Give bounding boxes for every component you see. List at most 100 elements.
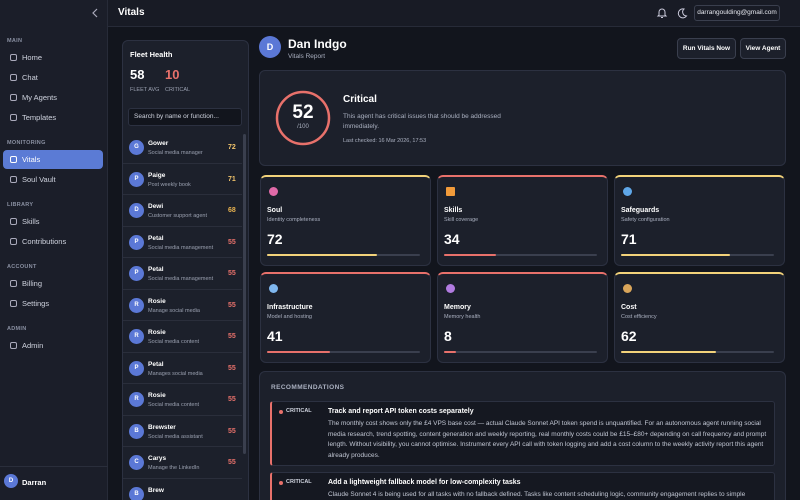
- nav-icon: [10, 54, 17, 61]
- metric-value: 72: [267, 231, 283, 247]
- agent-name: Rosie: [148, 297, 166, 305]
- nav-icon: [10, 176, 17, 183]
- metric-subtitle: Model and hosting: [267, 314, 312, 320]
- agent-score: 55: [228, 364, 236, 372]
- agent-score: 55: [228, 270, 236, 277]
- recommendation: [270, 401, 775, 466]
- score-value: 52: [292, 102, 314, 123]
- agent-row[interactable]: [123, 164, 242, 195]
- nav-item[interactable]: Chat: [22, 73, 38, 82]
- agent-row[interactable]: [123, 227, 242, 258]
- agent-score: 72: [228, 144, 236, 151]
- nav-icon: [10, 218, 17, 225]
- nav-item[interactable]: Soul Vault: [22, 175, 56, 184]
- agent-avatar: B: [129, 486, 144, 500]
- metric-name: Skills: [444, 207, 463, 214]
- agent-name: Brewster: [148, 423, 176, 431]
- metric-name: Cost: [621, 304, 637, 311]
- agent-row[interactable]: [123, 258, 242, 290]
- nav-item[interactable]: Settings: [22, 299, 50, 308]
- agent-row[interactable]: [123, 132, 242, 164]
- account-menu[interactable]: darrangoulding@gmail.com: [694, 5, 780, 21]
- agent-score: 55: [228, 301, 236, 309]
- nav-item[interactable]: My Agents: [22, 93, 58, 102]
- nav-icon: [10, 342, 17, 349]
- action-button[interactable]: Run Vitals Now: [677, 38, 736, 59]
- agent-row[interactable]: [123, 416, 242, 447]
- search-input[interactable]: Search by name or function...: [128, 108, 242, 126]
- agent-name: Rosie: [148, 329, 166, 336]
- metric-card: [614, 272, 785, 363]
- metric-icon: [446, 187, 455, 196]
- nav-item[interactable]: Billing: [22, 279, 43, 288]
- nav-item[interactable]: Skills: [22, 217, 40, 226]
- user-avatar: D: [4, 474, 18, 488]
- agent-score: 55: [228, 459, 236, 466]
- fleet-critical-label: CRITICAL: [165, 87, 191, 93]
- nav-icon: [10, 114, 17, 121]
- recommendation-body: Claude Sonnet 4 is being used for all ta…: [328, 491, 746, 498]
- fleet-title: Fleet Health: [130, 50, 173, 59]
- nav-icon: [10, 238, 17, 245]
- nav-item[interactable]: Vitals: [22, 155, 41, 164]
- agent-name: Rosie: [148, 392, 166, 399]
- agent-role: Social media content: [148, 339, 200, 345]
- metric-subtitle: Cost efficiency: [621, 314, 657, 320]
- metric-card: [260, 272, 431, 363]
- severity: CRITICAL: [286, 408, 312, 414]
- metric-value: 71: [621, 231, 637, 247]
- agent-score: 55: [228, 427, 236, 435]
- agent-avatar: P: [129, 171, 144, 187]
- agent-name: Gower: [148, 140, 169, 147]
- agent-name: Carys: [148, 455, 167, 462]
- collapse-icon[interactable]: [90, 7, 100, 19]
- nav-heading: MAIN: [7, 38, 23, 44]
- metric-track: [444, 254, 597, 256]
- nav-icon: [10, 300, 17, 307]
- status: Critical: [343, 94, 377, 105]
- recommendation-body: The monthly cost shows only the £4 VPS b…: [328, 420, 767, 459]
- nav-item[interactable]: Admin: [22, 341, 44, 350]
- agent-row[interactable]: [123, 321, 242, 353]
- bell-icon[interactable]: [656, 7, 668, 19]
- severity-dot: [279, 481, 283, 485]
- status-description: This agent has critical issues that shou…: [343, 113, 501, 130]
- sidebar: [0, 0, 108, 500]
- action-button[interactable]: View Agent: [740, 38, 786, 59]
- metric-bar: [444, 254, 497, 256]
- agent-role: Manage the LinkedIn: [148, 465, 200, 471]
- agent-avatar: D: [129, 203, 144, 218]
- metric-card: [437, 175, 608, 266]
- agent-score: 68: [228, 207, 236, 214]
- agent-row[interactable]: [123, 384, 242, 416]
- agent-name: Brew: [148, 486, 164, 494]
- theme-icon[interactable]: [676, 7, 688, 19]
- metric-track: [444, 351, 597, 353]
- agent-name: Petal: [148, 360, 164, 368]
- sidebar-divider: [0, 466, 108, 467]
- nav-item[interactable]: Templates: [22, 113, 57, 122]
- agent-role: Post weekly book: [148, 181, 191, 188]
- agent-role: Social media content: [148, 402, 200, 408]
- user-name: Darran: [22, 478, 47, 487]
- metric-value: 62: [621, 328, 637, 344]
- agent-row[interactable]: [123, 447, 242, 479]
- metric-icon: [446, 284, 455, 293]
- nav-item[interactable]: Home: [22, 53, 43, 62]
- nav-heading: MONITORING: [7, 140, 46, 146]
- agent-avatar: B: [129, 423, 144, 439]
- scrollbar: [243, 134, 246, 454]
- agent-name: Petal: [148, 234, 164, 242]
- agent-avatar-large: D: [259, 36, 281, 58]
- severity-dot: [279, 410, 283, 414]
- agent-row[interactable]: [123, 290, 242, 321]
- agent-row[interactable]: [123, 195, 242, 227]
- agent-name: Petal: [148, 266, 164, 273]
- agent-avatar: P: [129, 234, 144, 250]
- metric-subtitle: Safety configuration: [621, 217, 670, 223]
- metric-subtitle: Memory health: [444, 314, 481, 320]
- agent-role: Social media manager: [148, 150, 203, 156]
- agent-role: Social media management: [148, 244, 214, 251]
- nav-item[interactable]: Contributions: [22, 237, 67, 246]
- agent-row[interactable]: [123, 353, 242, 384]
